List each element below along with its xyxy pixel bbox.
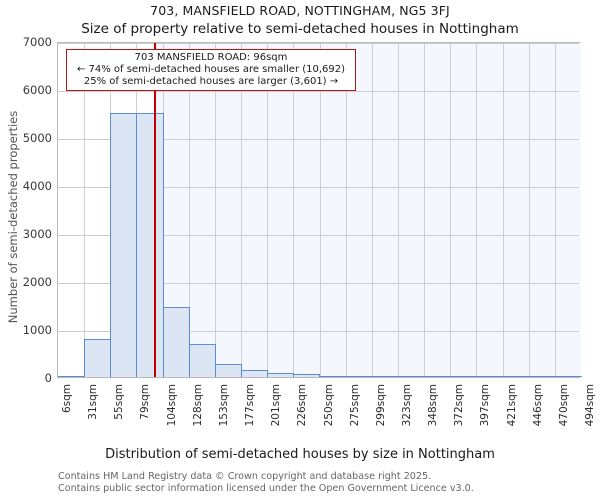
histogram-bar	[188, 344, 216, 377]
x-axis-tick-label: 177sqm	[244, 384, 257, 427]
x-axis-tick-label: 323sqm	[400, 384, 413, 427]
histogram-bar	[293, 374, 321, 377]
page-title: 703, MANSFIELD ROAD, NOTTINGHAM, NG5 3FJ	[150, 3, 450, 18]
gridline-vertical	[319, 43, 321, 377]
x-axis-tick-label: 397sqm	[479, 384, 492, 427]
y-axis-tick-label: 2000	[22, 275, 52, 289]
histogram-bar	[214, 363, 243, 377]
x-axis-tick-label: 31sqm	[87, 384, 100, 420]
histogram-bar	[84, 338, 112, 377]
x-axis-tick-label: 470sqm	[557, 384, 570, 427]
x-axis-tick-label: 348sqm	[427, 384, 440, 427]
x-axis-tick-label: 79sqm	[139, 384, 152, 420]
y-axis-tick-label: 6000	[22, 83, 52, 97]
histogram-bar	[345, 375, 373, 377]
x-axis-tick-label: 446sqm	[531, 384, 544, 427]
x-axis-tick-label: 250sqm	[322, 384, 335, 427]
x-axis-tick-label: 201sqm	[270, 384, 283, 427]
x-axis-tick-label: 226sqm	[296, 384, 309, 427]
gridline-horizontal	[58, 43, 579, 44]
x-axis-tick-label: 6sqm	[61, 384, 73, 414]
gridline-vertical	[450, 43, 452, 377]
histogram-bar	[476, 375, 504, 377]
histogram-bar	[267, 372, 295, 377]
y-axis-tick-label: 1000	[22, 323, 52, 337]
footer-line-2: Contains public sector information licen…	[58, 483, 474, 495]
x-axis-tick-label: 55sqm	[113, 384, 126, 420]
y-axis-tick-label: 7000	[22, 35, 52, 49]
x-axis-tick-label: 275sqm	[348, 384, 361, 427]
footer-line-1: Contains HM Land Registry data © Crown c…	[58, 471, 432, 482]
gridline-vertical	[84, 43, 86, 377]
larger-region-shading	[154, 43, 581, 377]
gridline-vertical	[345, 43, 347, 377]
gridline-vertical	[293, 43, 295, 377]
property-size-marker-line	[154, 43, 157, 377]
histogram-bar	[424, 375, 452, 377]
x-axis-tick-label: 421sqm	[505, 384, 518, 427]
annotation-line-1: 703 MANSFIELD ROAD: 96sqm	[134, 52, 288, 63]
histogram-bar	[136, 113, 164, 377]
annotation-line-2: ← 74% of semi-detached houses are smalle…	[76, 63, 346, 75]
gridline-horizontal	[58, 331, 579, 332]
x-axis-tick-label: 494sqm	[584, 384, 596, 427]
histogram-bar	[241, 369, 269, 377]
histogram-bar	[110, 113, 138, 377]
gridline-vertical	[214, 43, 216, 377]
gridline-horizontal	[58, 139, 579, 140]
x-axis-tick-label: 372sqm	[453, 384, 466, 427]
gridline-vertical	[476, 43, 478, 377]
gridline-horizontal	[58, 283, 579, 284]
footer-attribution: Contains HM Land Registry data © Crown c…	[58, 471, 474, 496]
histogram-bar	[397, 375, 426, 377]
histogram-bar	[450, 375, 478, 377]
plot-area	[57, 42, 582, 378]
page-subtitle: Size of property relative to semi-detach…	[81, 21, 519, 37]
property-annotation-box: 703 MANSFIELD ROAD: 96sqm ← 74% of semi-…	[66, 49, 356, 92]
y-axis-tick-label: 3000	[22, 227, 52, 241]
gridline-vertical	[397, 43, 399, 377]
histogram-bar	[502, 375, 530, 377]
gridline-vertical	[267, 43, 269, 377]
x-axis-tick-label: 299sqm	[374, 384, 387, 427]
gridline-horizontal	[58, 91, 579, 92]
annotation-line-3: 25% of semi-detached houses are larger (…	[83, 75, 339, 87]
histogram-bar	[528, 375, 556, 377]
x-axis-tick-label: 153sqm	[217, 384, 230, 427]
gridline-vertical	[188, 43, 190, 377]
gridline-vertical	[371, 43, 373, 377]
y-axis-tick-label: 4000	[22, 179, 52, 193]
gridline-vertical	[241, 43, 243, 377]
histogram-bar	[319, 375, 347, 377]
gridline-horizontal	[58, 187, 579, 188]
y-axis-label: Number of semi-detached properties	[6, 110, 20, 324]
histogram-bar	[371, 375, 399, 377]
gridline-vertical	[502, 43, 504, 377]
gridline-vertical	[528, 43, 530, 377]
histogram-bar	[554, 375, 582, 377]
gridline-vertical	[424, 43, 426, 377]
gridline-horizontal	[58, 235, 579, 236]
y-axis-tick-label: 0	[44, 371, 52, 385]
histogram-bar	[162, 307, 190, 377]
y-axis-tick-label: 5000	[22, 131, 52, 145]
gridline-vertical	[554, 43, 556, 377]
x-axis-label: Distribution of semi-detached houses by …	[105, 447, 495, 462]
x-axis-tick-label: 104sqm	[165, 384, 178, 427]
x-axis-tick-label: 128sqm	[191, 384, 204, 427]
histogram-bar	[58, 375, 86, 377]
